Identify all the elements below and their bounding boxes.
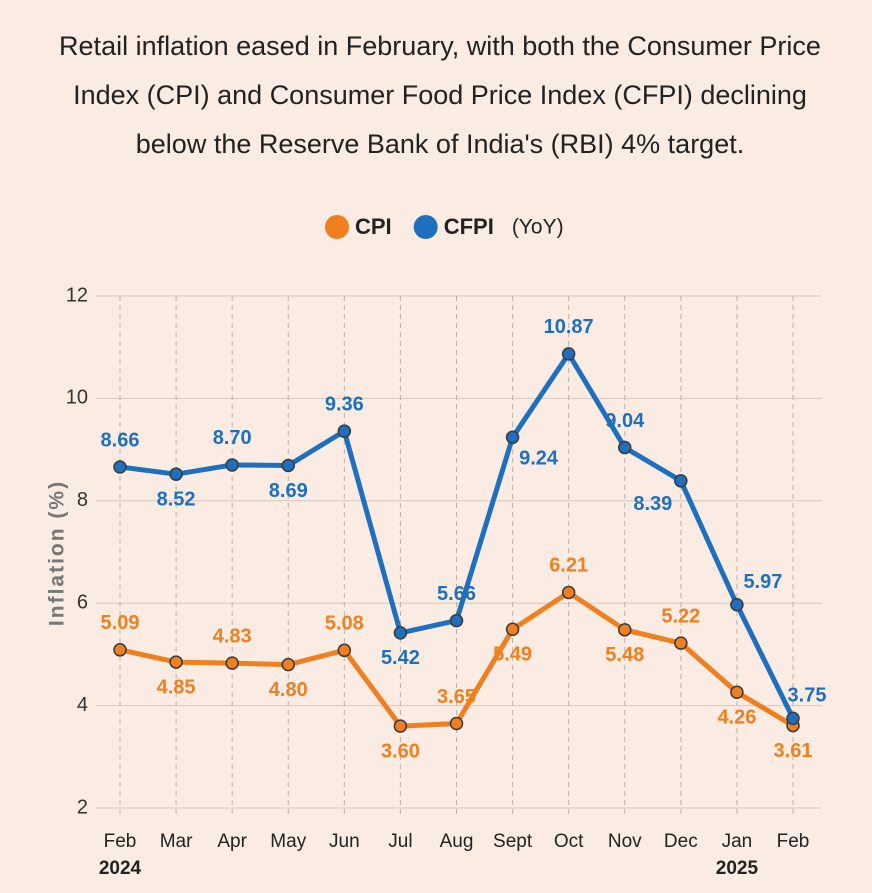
point xyxy=(225,656,239,670)
point xyxy=(393,719,408,733)
data-label: 10.87 xyxy=(544,316,594,338)
legend-swatch xyxy=(413,215,438,239)
point xyxy=(281,458,295,473)
x-year-label: 2025 xyxy=(716,858,759,879)
point xyxy=(281,657,295,672)
data-label: 9.24 xyxy=(519,448,559,470)
data-label: 3.61 xyxy=(774,740,813,762)
point xyxy=(730,685,744,700)
point xyxy=(674,636,688,650)
y-tick-label: 4 xyxy=(77,694,88,716)
x-tick-label: Apr xyxy=(217,831,247,852)
point xyxy=(674,474,688,488)
legend-label: CPI xyxy=(355,214,392,239)
point xyxy=(113,460,127,474)
point xyxy=(169,655,183,669)
data-label: 9.04 xyxy=(605,410,645,432)
point xyxy=(225,458,239,472)
point xyxy=(337,424,352,438)
point xyxy=(337,643,352,658)
legend-note: (YoY) xyxy=(512,216,564,239)
legend-label: CFPI xyxy=(444,214,494,239)
data-label: 9.36 xyxy=(325,393,364,415)
data-label: 5.48 xyxy=(605,644,644,666)
legend-swatch xyxy=(325,215,349,239)
point xyxy=(561,347,576,361)
point xyxy=(786,711,800,726)
data-label: 5.42 xyxy=(381,647,420,669)
x-tick-label: Jun xyxy=(329,831,360,852)
point xyxy=(618,623,632,637)
y-tick-label: 6 xyxy=(77,591,88,613)
x-tick-label: Jul xyxy=(388,831,412,852)
data-label: 8.70 xyxy=(213,427,252,449)
data-label: 4.26 xyxy=(717,707,756,729)
point xyxy=(561,585,576,600)
data-label: 5.09 xyxy=(101,612,140,634)
y-tick-label: 2 xyxy=(77,796,88,818)
data-label: 5.08 xyxy=(325,613,364,635)
data-label: 8.39 xyxy=(633,493,672,515)
data-label: 3.75 xyxy=(788,685,827,707)
data-label: 5.66 xyxy=(437,583,476,605)
point xyxy=(730,597,744,612)
x-tick-label: Dec xyxy=(664,831,698,852)
x-tick-label: Oct xyxy=(554,831,584,852)
data-label: 8.66 xyxy=(101,429,140,451)
x-tick-label: Jan xyxy=(722,831,753,852)
point xyxy=(169,467,183,481)
data-label: 6.21 xyxy=(549,555,588,577)
y-tick-label: 10 xyxy=(66,387,88,409)
data-label: 4.83 xyxy=(213,625,252,647)
data-label: 4.80 xyxy=(269,679,308,701)
x-year-label: 2024 xyxy=(99,858,142,879)
data-label: 3.60 xyxy=(381,740,420,762)
point xyxy=(113,643,127,657)
x-tick-label: Nov xyxy=(608,831,642,852)
data-label: 4.85 xyxy=(157,676,196,698)
x-tick-label: Mar xyxy=(160,831,193,852)
point xyxy=(449,716,464,731)
x-tick-label: Feb xyxy=(777,831,810,852)
x-tick-label: May xyxy=(270,831,306,852)
data-label: 5.22 xyxy=(661,605,700,627)
point xyxy=(393,626,408,640)
point xyxy=(505,622,520,637)
x-tick-label: Aug xyxy=(440,831,474,852)
point xyxy=(505,430,520,445)
y-axis-label: Inflation (%) xyxy=(46,480,69,626)
chart-title: Retail inflation eased in February, with… xyxy=(59,31,821,159)
data-label: 5.97 xyxy=(743,571,782,593)
y-tick-label: 8 xyxy=(77,489,88,511)
point xyxy=(449,613,464,628)
data-label: 5.49 xyxy=(493,644,532,666)
data-label: 8.52 xyxy=(157,488,196,510)
y-tick-label: 12 xyxy=(66,284,88,306)
data-label: 3.65 xyxy=(437,686,476,708)
point xyxy=(618,440,632,455)
data-label: 8.69 xyxy=(269,480,308,502)
x-tick-label: Sept xyxy=(493,831,533,852)
x-tick-label: Feb xyxy=(104,831,137,852)
